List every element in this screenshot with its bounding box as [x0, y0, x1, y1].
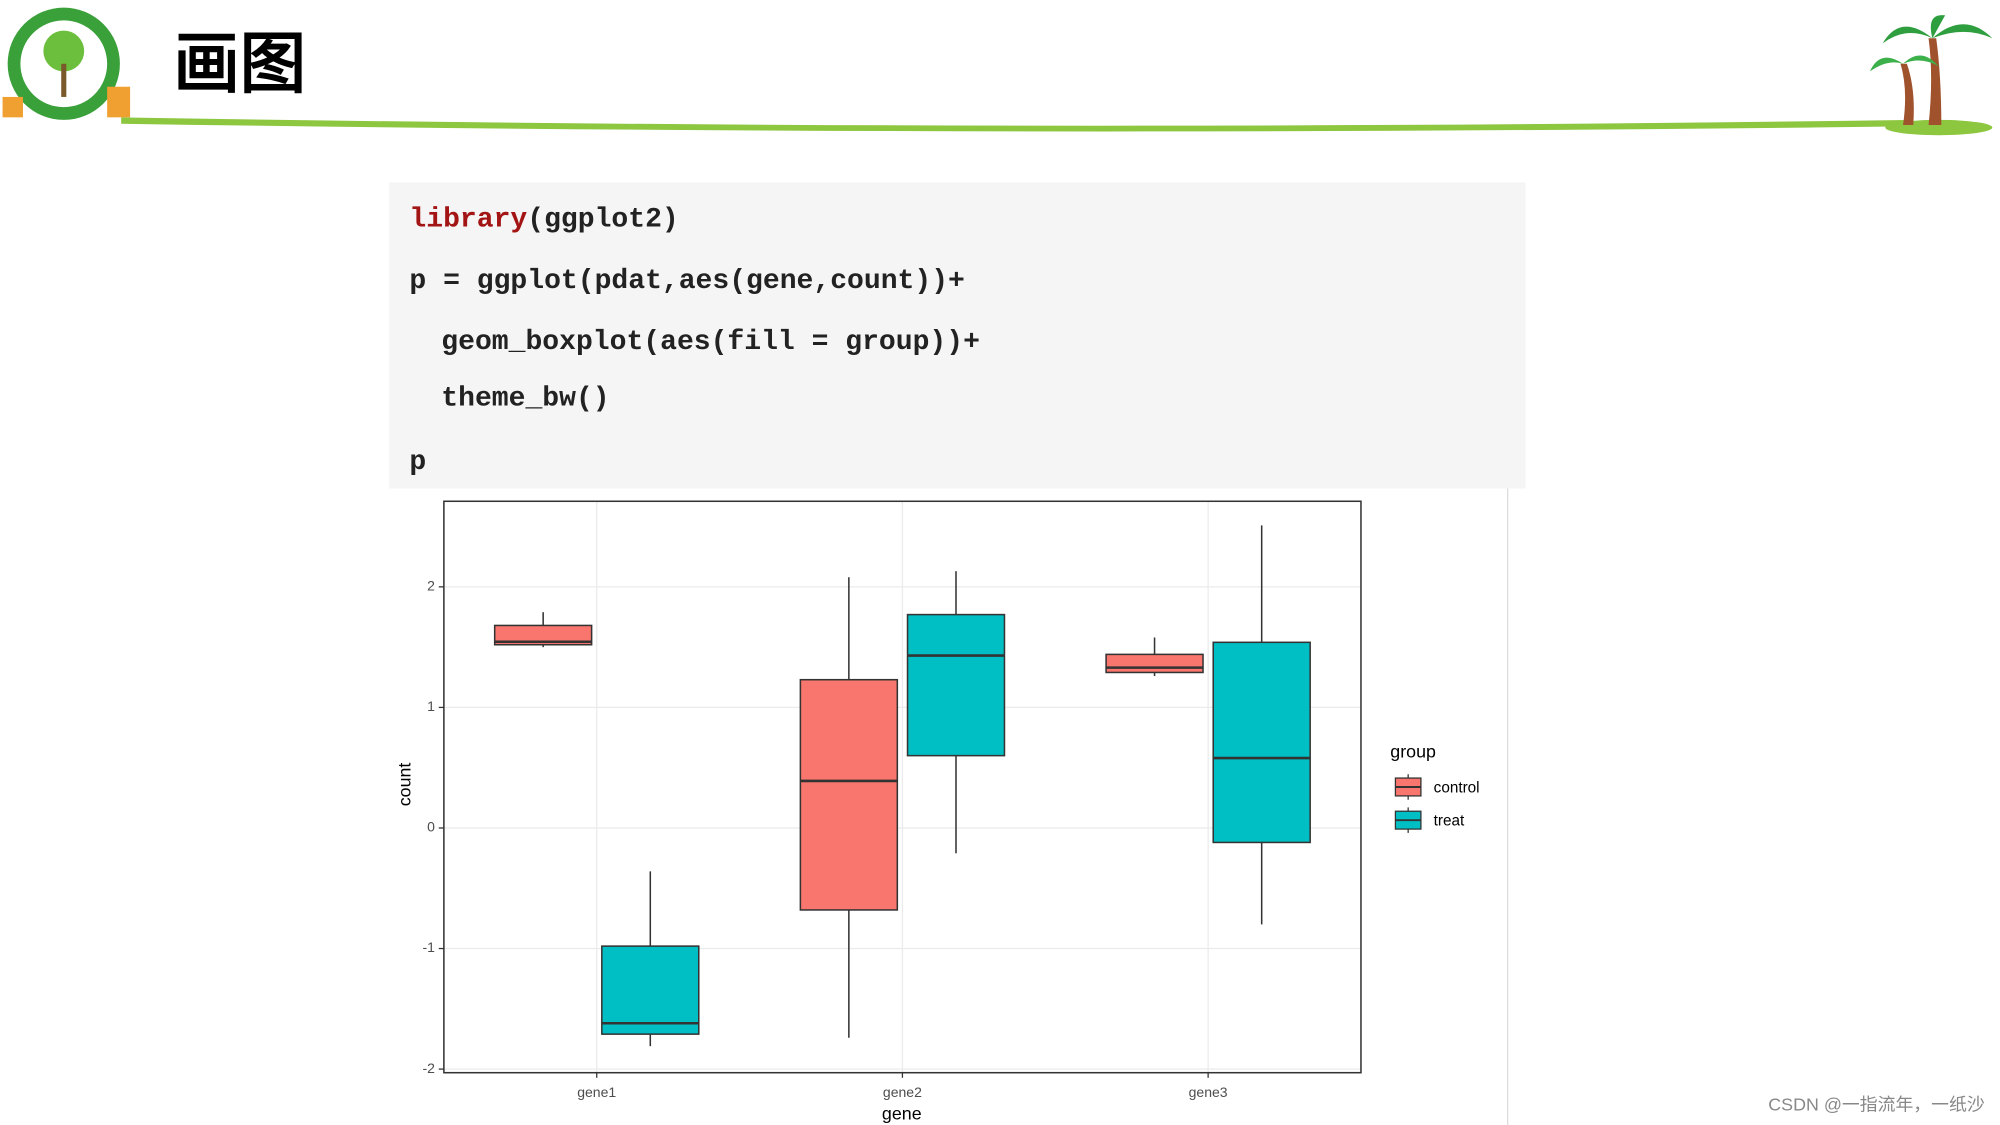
box — [601, 945, 700, 1035]
x-axis-title: gene — [882, 1104, 922, 1124]
grid — [443, 501, 1361, 1073]
legend-label: treat — [1434, 812, 1465, 829]
y-tick-label: 0 — [427, 819, 435, 835]
code-keyword: library — [409, 205, 527, 236]
slide-title: 画图 — [173, 27, 306, 101]
legend: control treat — [1394, 774, 1480, 833]
code-line: p = ggplot(pdat,aes(gene,count))+ — [409, 266, 964, 297]
box — [1212, 641, 1311, 844]
y-axis-title: count — [394, 763, 414, 807]
box — [493, 624, 593, 646]
legend-label: control — [1434, 779, 1480, 796]
code-text: (ggplot2) — [527, 205, 678, 236]
box — [906, 613, 1006, 757]
logo — [2, 7, 131, 120]
box — [799, 678, 899, 911]
box — [1105, 653, 1204, 674]
code-line: library(ggplot2) — [409, 205, 678, 236]
x-tick-label: gene3 — [1189, 1084, 1228, 1100]
y-tick-label: 1 — [427, 698, 435, 714]
x-tick-label: gene1 — [577, 1084, 616, 1100]
y-tick-label: 2 — [427, 578, 435, 594]
code-line: theme_bw() — [441, 383, 609, 414]
boxes — [493, 525, 1311, 1047]
legend-title: group — [1390, 741, 1436, 761]
code-line: p — [409, 447, 426, 478]
code-block — [389, 182, 1526, 489]
palm-decoration — [1869, 15, 1993, 136]
header-rule — [121, 117, 1914, 132]
y-tick-label: -1 — [422, 939, 435, 955]
x-tick-label: gene2 — [883, 1084, 922, 1100]
code-line: geom_boxplot(aes(fill = group))+ — [441, 327, 980, 358]
watermark: CSDN @一指流年，一纸沙 — [1768, 1095, 1985, 1115]
y-tick-label: -2 — [422, 1060, 435, 1076]
